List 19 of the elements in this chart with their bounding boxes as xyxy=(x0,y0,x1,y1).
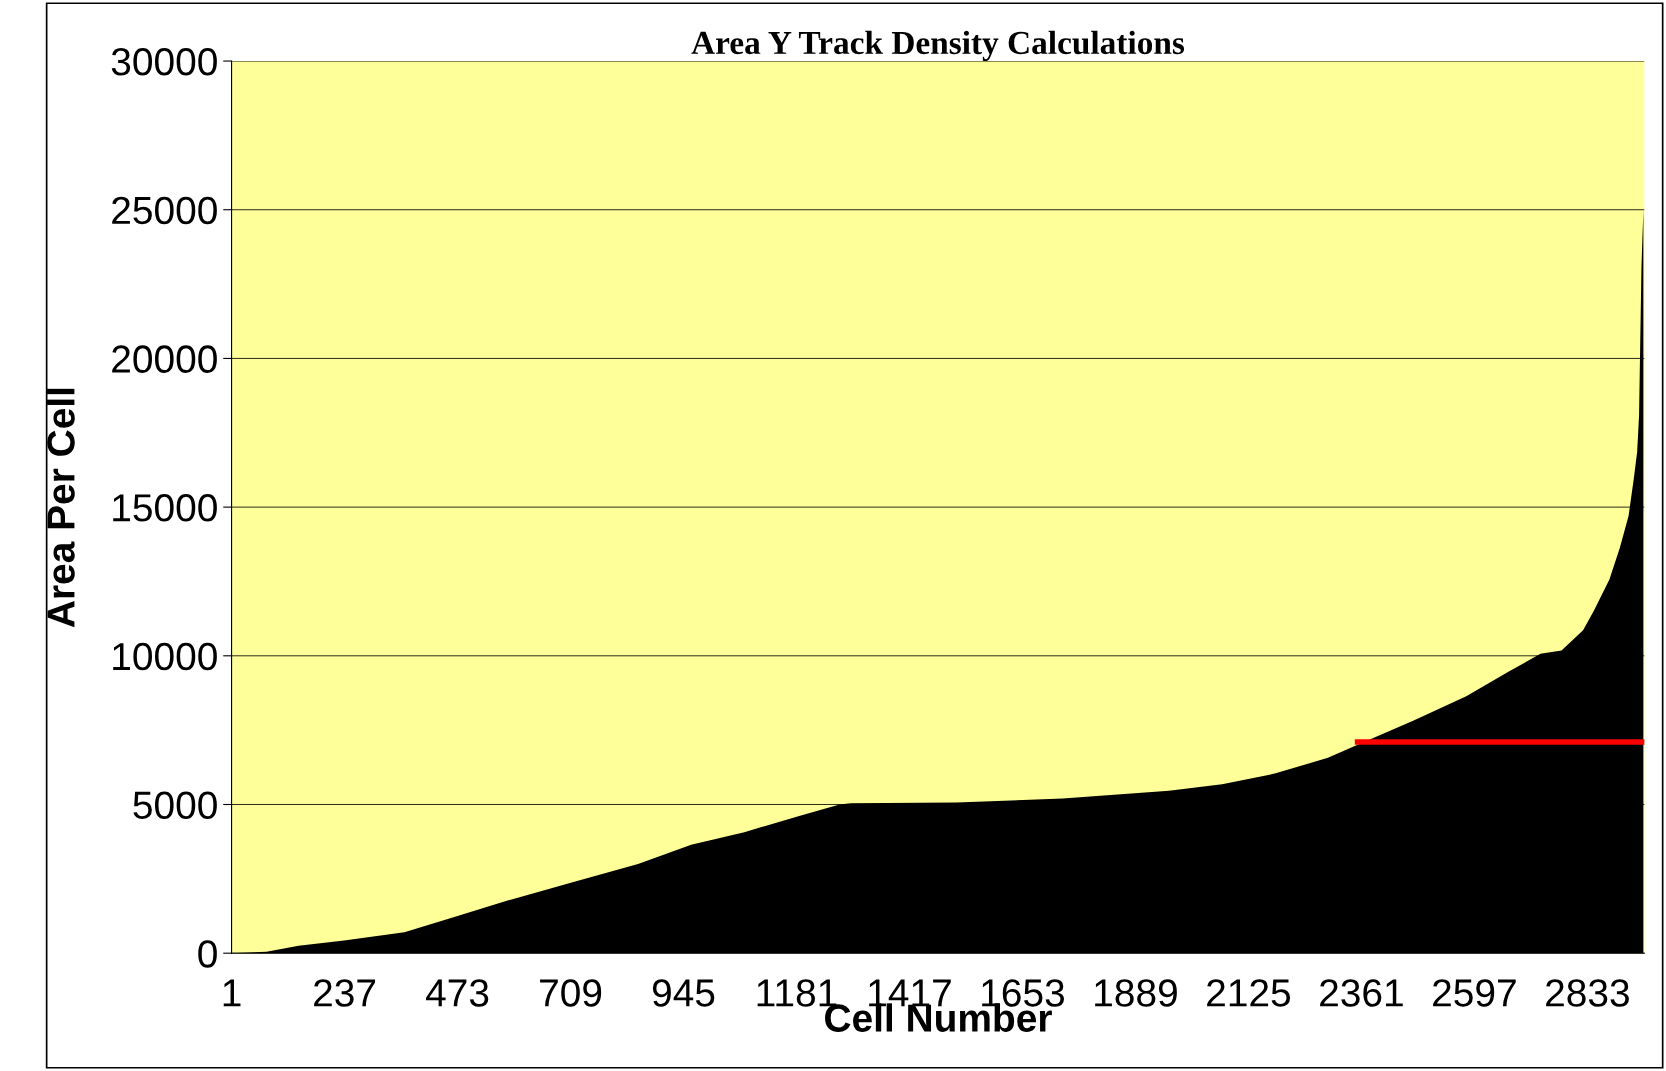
x-tick-label: 2361 xyxy=(1320,979,1403,1007)
x-tick-label: 709 xyxy=(540,979,602,1007)
x-tick-label: 2125 xyxy=(1207,979,1291,1007)
x-tick-label: 945 xyxy=(652,979,715,1007)
x-tick-label: 237 xyxy=(314,979,376,1007)
x-tick-label: 473 xyxy=(425,979,489,1007)
y-tick-label: 5000 xyxy=(133,791,217,819)
y-axis-title: Area Per Cell xyxy=(46,388,75,628)
x-tick-label: 2597 xyxy=(1433,979,1516,1007)
y-tick-label: 10000 xyxy=(113,642,217,671)
y-tick-label: 20000 xyxy=(112,345,217,373)
x-tick-label: 1 xyxy=(223,979,241,1007)
chart-title: Area Y Track Density Calculations xyxy=(691,30,1185,62)
y-tick-label: 0 xyxy=(198,940,217,968)
y-tick-label: 15000 xyxy=(113,494,217,522)
x-tick-label: 1889 xyxy=(1095,979,1177,1007)
y-tick-label: 30000 xyxy=(111,47,217,76)
x-tick-label: 2833 xyxy=(1546,979,1629,1007)
y-tick-label: 25000 xyxy=(112,196,217,225)
